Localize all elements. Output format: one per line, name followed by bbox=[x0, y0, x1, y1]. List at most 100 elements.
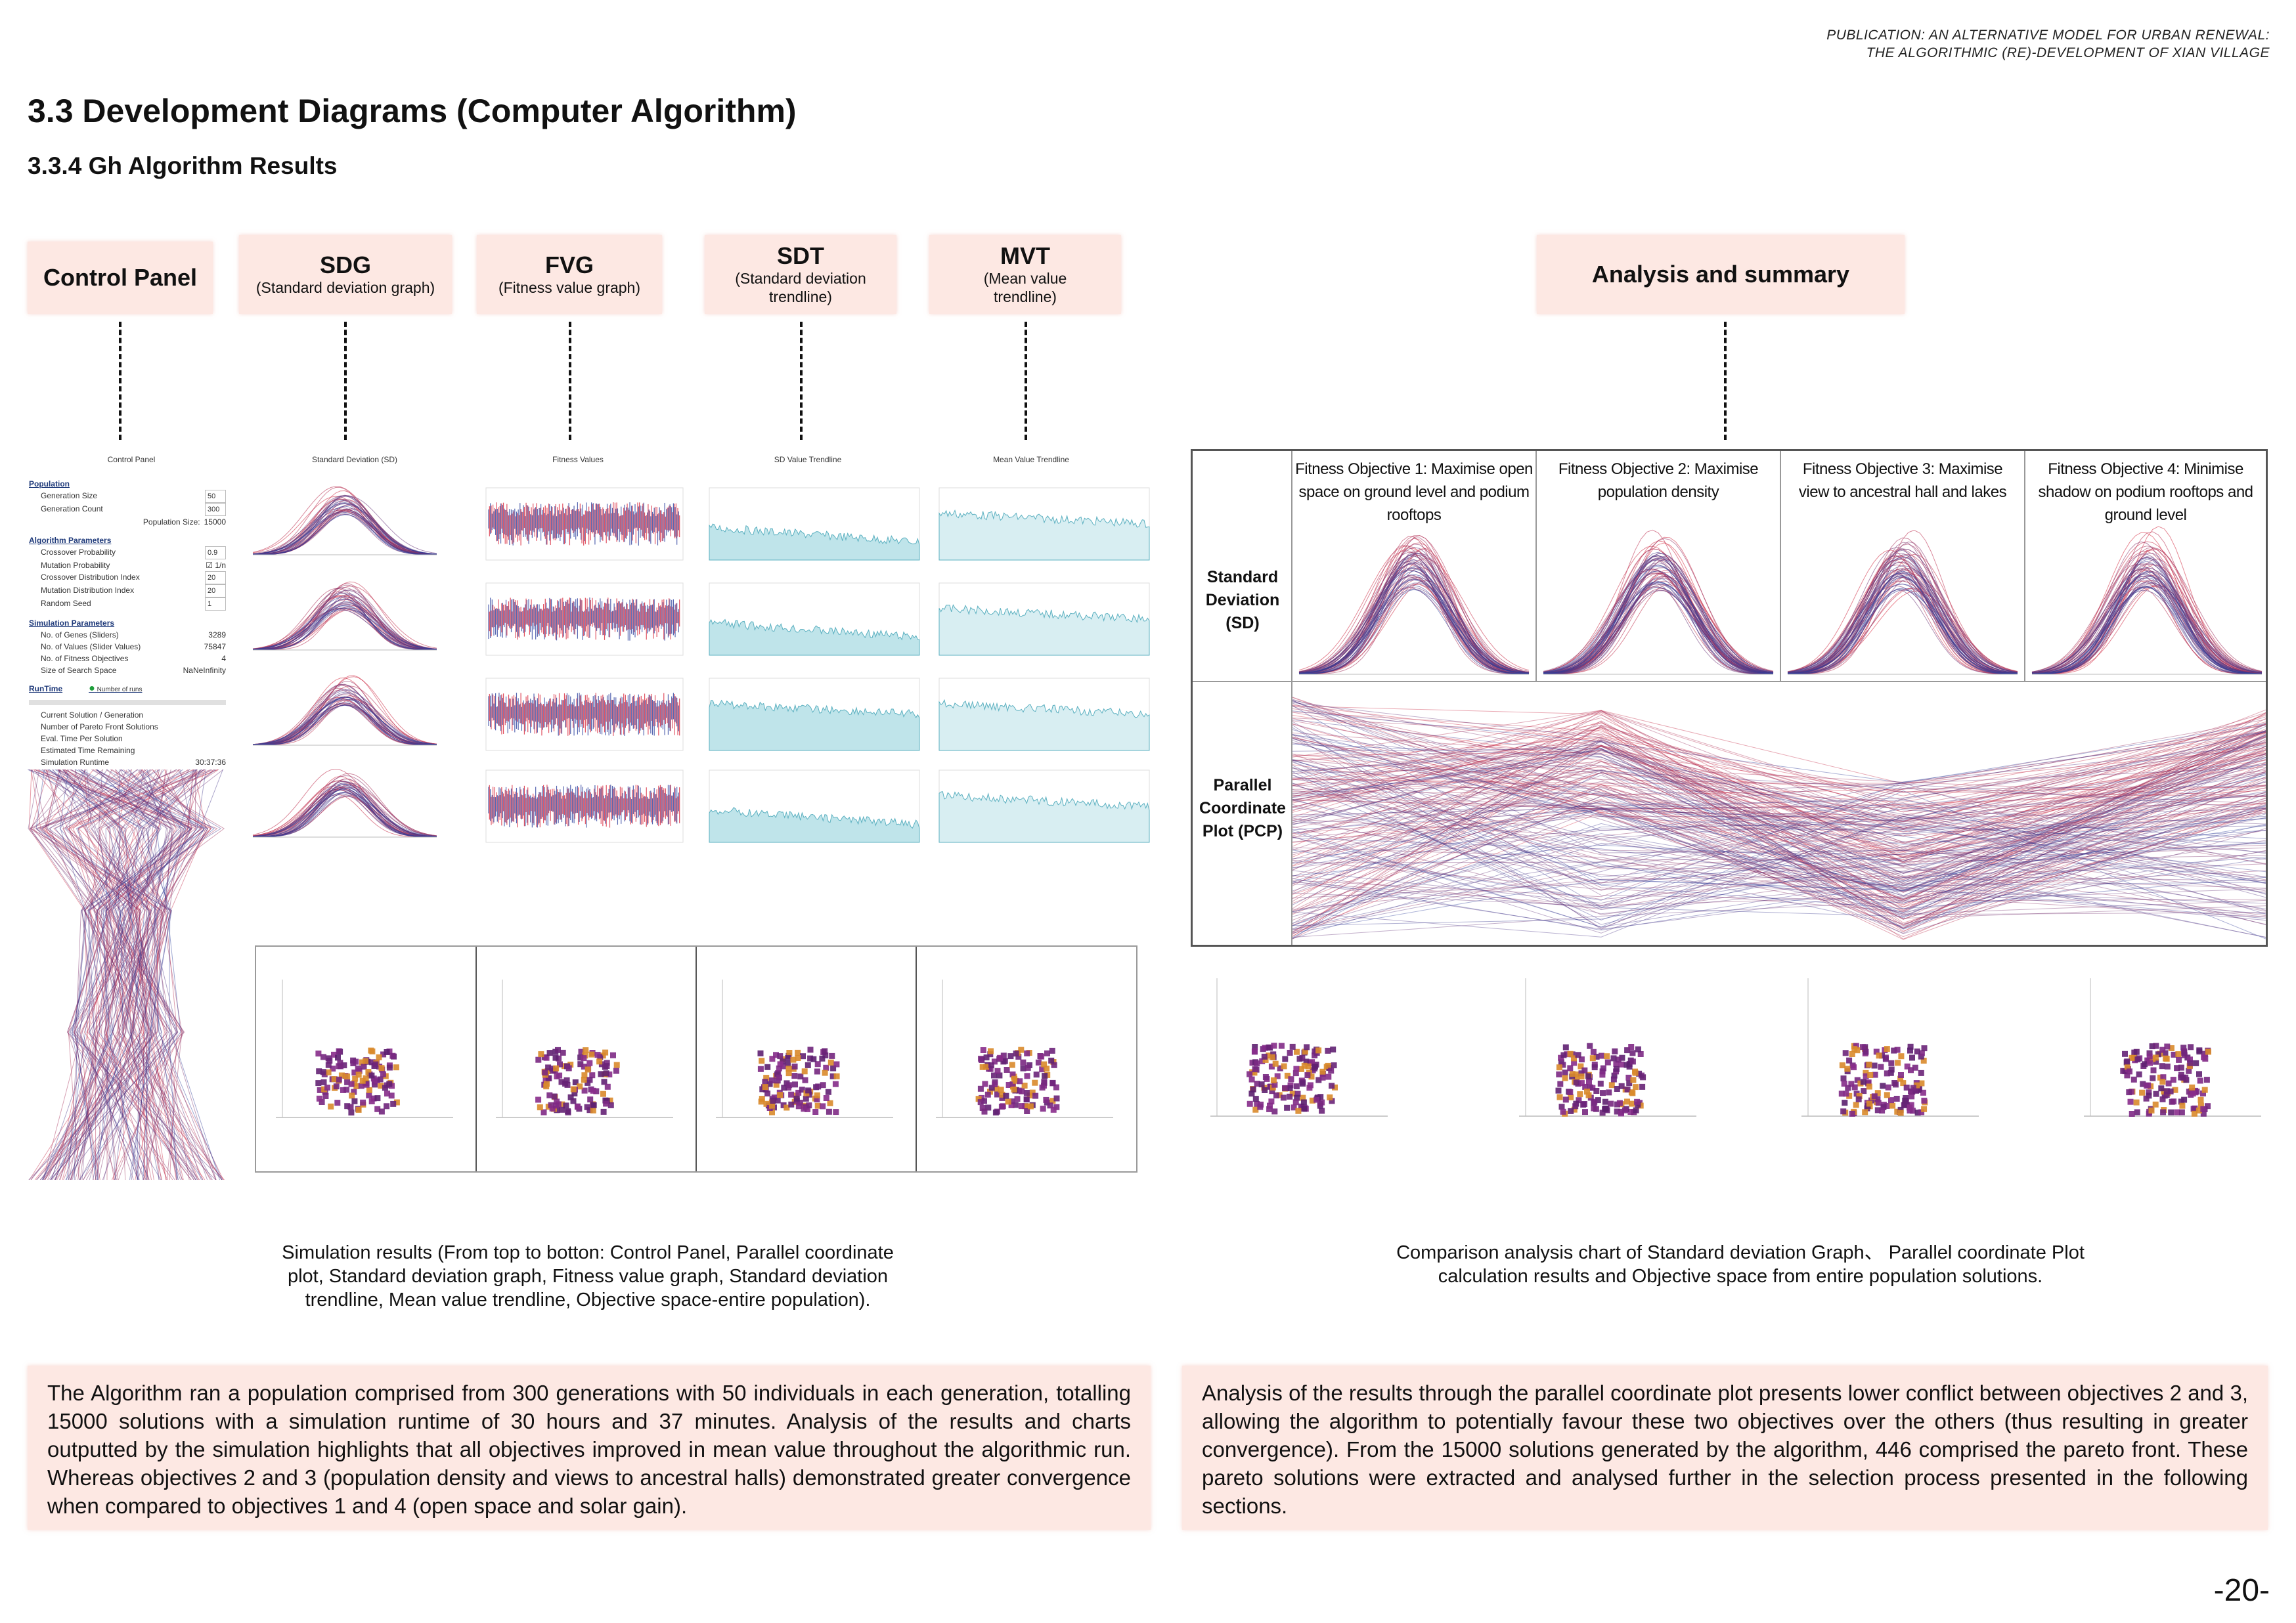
solution-cube bbox=[1606, 1089, 1612, 1096]
solution-cube bbox=[368, 1072, 375, 1079]
crossover-probability-field: 0.9 bbox=[205, 546, 226, 559]
pcp-line bbox=[1292, 759, 2266, 904]
solution-cube bbox=[337, 1060, 343, 1066]
cp-label: Generation Size bbox=[41, 491, 98, 500]
cp-row: Size of Search Space NaNeInfinity bbox=[29, 664, 226, 676]
pcp-line bbox=[62, 769, 179, 1180]
solution-cube bbox=[1880, 1104, 1887, 1110]
solution-cube bbox=[1269, 1088, 1275, 1094]
pcp-line bbox=[1292, 761, 2266, 910]
pcp-line bbox=[49, 769, 169, 1180]
solution-cube bbox=[1049, 1098, 1056, 1104]
solution-cube bbox=[764, 1064, 771, 1070]
cp-label: Number of Pareto Front Solutions bbox=[41, 722, 158, 731]
pcp-line bbox=[28, 769, 177, 1180]
solution-cube bbox=[1914, 1082, 1920, 1089]
solution-cube bbox=[551, 1093, 558, 1100]
pcp-line bbox=[63, 769, 152, 1180]
solution-cube bbox=[316, 1068, 322, 1075]
solution-cube bbox=[773, 1052, 779, 1058]
solution-cube bbox=[1048, 1057, 1055, 1064]
pcp-line bbox=[1292, 758, 2266, 877]
solution-cube bbox=[1880, 1083, 1886, 1089]
solution-cube bbox=[785, 1070, 792, 1077]
pcp-line bbox=[1292, 731, 2266, 869]
pcp-line bbox=[42, 769, 194, 1180]
analysis-grid: Fitness Objective 1: Maximise open space… bbox=[1191, 449, 2268, 947]
solution-cube bbox=[567, 1062, 574, 1068]
objective-1-header: Fitness Objective 1: Maximise open space… bbox=[1292, 451, 1537, 682]
sd-curve bbox=[1298, 589, 1530, 675]
pcp-line bbox=[1292, 727, 2266, 821]
solution-cube bbox=[1011, 1087, 1017, 1093]
solution-cube bbox=[2163, 1092, 2170, 1098]
pcp-line bbox=[66, 769, 215, 1180]
sd-curve bbox=[1543, 581, 1774, 674]
solution-cube bbox=[815, 1083, 822, 1090]
pcp-line bbox=[86, 769, 152, 1180]
solution-cube bbox=[2161, 1089, 2167, 1095]
solution-cube bbox=[829, 1052, 835, 1059]
solution-cube bbox=[2148, 1107, 2155, 1114]
solution-cube bbox=[1319, 1108, 1325, 1114]
solution-cube bbox=[393, 1064, 399, 1071]
pcp-line bbox=[1292, 720, 2266, 880]
solution-cube bbox=[1873, 1049, 1880, 1055]
publication-line-2: THE ALGORITHMIC (RE)-DEVELOPMENT OF XIAN… bbox=[1866, 45, 2270, 60]
pcp-line bbox=[77, 769, 157, 1180]
solution-cube bbox=[786, 1082, 793, 1089]
solution-cube bbox=[581, 1064, 587, 1070]
solution-cube bbox=[1599, 1068, 1606, 1075]
solution-cube bbox=[1586, 1079, 1592, 1085]
pcp-line bbox=[1292, 700, 2266, 863]
solution-cube bbox=[1600, 1065, 1606, 1071]
runtime-section: RunTime ● Number of runs bbox=[29, 683, 226, 696]
pcp-line bbox=[1292, 712, 2266, 862]
solution-cube bbox=[2143, 1095, 2150, 1102]
solution-cube bbox=[1878, 1064, 1884, 1070]
pcp-line bbox=[35, 769, 211, 1180]
pcp-line bbox=[65, 769, 172, 1180]
solution-cube bbox=[556, 1055, 562, 1062]
solution-cube bbox=[1044, 1066, 1050, 1072]
solution-cube bbox=[577, 1054, 584, 1061]
sd-curve bbox=[1543, 552, 1774, 675]
solution-cube bbox=[2180, 1045, 2187, 1051]
solution-cube bbox=[388, 1093, 395, 1099]
solution-cube bbox=[321, 1086, 328, 1093]
solution-cube bbox=[1909, 1093, 1915, 1100]
pcp-line bbox=[1292, 720, 2266, 902]
solution-cube bbox=[1895, 1060, 1901, 1066]
solution-cube bbox=[1918, 1050, 1925, 1056]
solution-cube bbox=[1277, 1065, 1283, 1071]
solution-cube bbox=[1254, 1101, 1260, 1107]
sd-curve bbox=[252, 786, 437, 838]
solution-cube bbox=[543, 1083, 550, 1090]
solution-cube bbox=[1875, 1100, 1882, 1106]
solution-cube bbox=[812, 1109, 819, 1115]
solution-cube bbox=[1863, 1070, 1869, 1076]
sd-curve bbox=[2031, 577, 2263, 674]
pcp-line bbox=[1292, 701, 2266, 884]
row-header-pcp: Parallel Coordinate Plot (PCP) bbox=[1193, 774, 1292, 843]
sd-curve-group bbox=[1298, 535, 1530, 675]
connector-line bbox=[1724, 322, 1727, 440]
pcp-line bbox=[1292, 715, 2266, 899]
solution-cube bbox=[1604, 1053, 1610, 1060]
pcp-line bbox=[1292, 769, 2266, 860]
solution-cube bbox=[2126, 1089, 2132, 1096]
solution-cube bbox=[1842, 1050, 1849, 1056]
solution-cube bbox=[2196, 1071, 2202, 1077]
solution-cube bbox=[1632, 1070, 1639, 1076]
pcp-line bbox=[28, 769, 202, 1180]
pcp-line bbox=[1292, 709, 2266, 852]
pcp-line bbox=[1292, 774, 2266, 934]
cp-row: No. of Values (Slider Values) 75847 bbox=[29, 641, 226, 653]
trend-area bbox=[938, 699, 1150, 751]
pcp-line bbox=[33, 769, 198, 1180]
solution-cube bbox=[774, 1097, 781, 1104]
sd-curve bbox=[1787, 556, 2018, 674]
pcp-line bbox=[67, 769, 208, 1180]
solution-cube bbox=[575, 1104, 581, 1110]
pcp-line bbox=[1292, 789, 2266, 855]
